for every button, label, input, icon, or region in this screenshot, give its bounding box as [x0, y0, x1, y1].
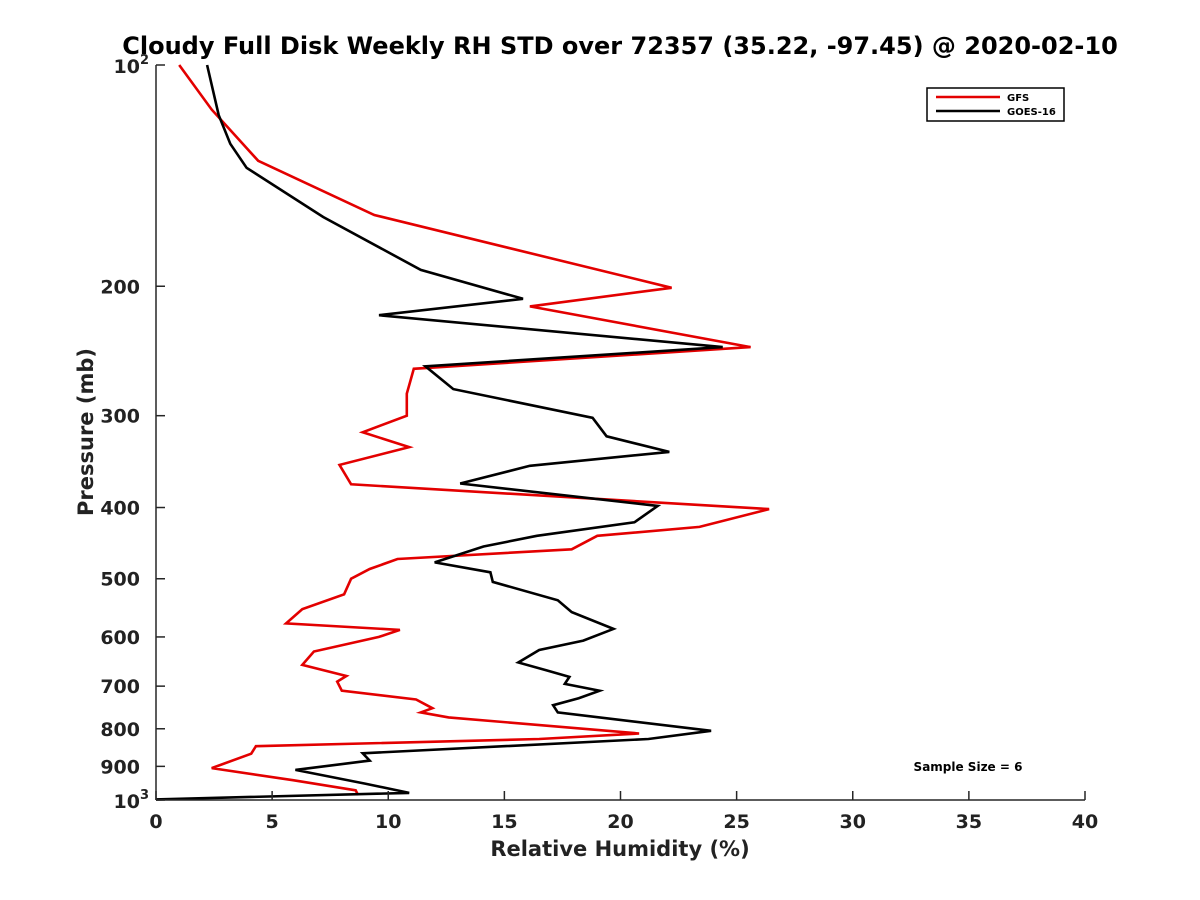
y-tick-label: 600	[100, 627, 140, 649]
y-tick-label: 400	[100, 498, 140, 520]
legend-label-goes-16: GOES-16	[1007, 107, 1056, 118]
x-tick-label: 40	[1072, 811, 1098, 833]
x-tick-label: 20	[607, 811, 633, 833]
series-line-gfs	[178, 64, 770, 796]
x-axis-ticks: 0 5 10 15 20 25 30 35 40	[149, 791, 1098, 833]
legend: GFS GOES-16	[926, 87, 1065, 122]
y-tick-label: 300	[100, 406, 140, 428]
y-tick-label: 103	[114, 788, 150, 813]
x-tick-label: 10	[375, 811, 401, 833]
x-tick-label: 30	[840, 811, 866, 833]
chart-title: Cloudy Full Disk Weekly RH STD over 7235…	[122, 32, 1118, 60]
x-tick-label: 0	[149, 811, 162, 833]
x-tick-label: 35	[956, 811, 982, 833]
y-tick-label: 500	[100, 569, 140, 591]
y-axis-ticks: 102 200 300 400 500 600 700 800 900 103	[100, 53, 165, 813]
x-tick-label: 15	[491, 811, 517, 833]
y-tick-label: 900	[100, 756, 140, 778]
y-tick-label: 200	[100, 276, 140, 298]
x-tick-label: 5	[266, 811, 279, 833]
y-tick-label: 102	[114, 53, 150, 78]
sample-size-annotation: Sample Size = 6	[914, 760, 1023, 774]
x-tick-label: 25	[723, 811, 749, 833]
legend-box	[926, 87, 1065, 122]
axes	[155, 65, 1085, 801]
plot-lines	[155, 64, 770, 801]
legend-label-gfs: GFS	[1007, 93, 1029, 104]
y-tick-label: 700	[100, 676, 140, 698]
y-tick-label: 800	[100, 719, 140, 741]
x-axis-label: Relative Humidity (%)	[490, 837, 749, 861]
series-line-goes-16	[155, 64, 723, 801]
y-axis-label: Pressure (mb)	[74, 348, 98, 516]
